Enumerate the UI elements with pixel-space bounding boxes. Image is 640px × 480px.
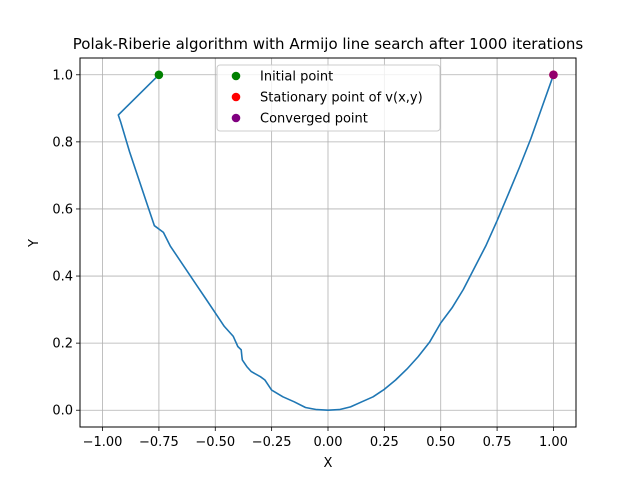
x-tick-label: −0.75 <box>139 435 179 450</box>
ticks: −1.00 −0.75 −0.50 −0.25 0.00 0.25 0.50 0.75 1.00… <box>52 68 568 450</box>
x-tick-label: 0.25 <box>370 435 399 450</box>
legend: Initial point Stationary point of v(x,y) C… <box>216 64 441 132</box>
x-tick-label: −0.50 <box>195 435 235 450</box>
y-tick-label: 0.6 <box>52 202 73 217</box>
legend-marker <box>231 92 241 102</box>
legend-box <box>216 64 441 132</box>
x-tick-label: 0.75 <box>483 435 512 450</box>
legend-label: Initial point <box>260 70 333 85</box>
legend-label: Stationary point of v(x,y) <box>260 91 423 106</box>
point-layer <box>154 70 558 80</box>
x-axis-label: X <box>324 456 333 471</box>
x-tick-label: 0.00 <box>314 435 343 450</box>
y-tick-label: 0.2 <box>52 337 73 352</box>
y-tick-label: 0.8 <box>52 135 73 150</box>
legend-marker <box>231 113 241 123</box>
legend-label: Converged point <box>260 112 368 127</box>
y-tick-label: 0.4 <box>52 270 73 285</box>
marker-converged-point <box>549 70 558 80</box>
marker-initial-point <box>154 70 164 80</box>
x-tick-label: −1.00 <box>83 435 123 450</box>
legend-marker <box>231 71 241 81</box>
x-tick-label: −0.25 <box>252 435 292 450</box>
line-layer <box>117 74 555 412</box>
x-tick-label: 0.50 <box>426 435 455 450</box>
optimization-path-line <box>117 74 555 412</box>
y-tick-label: 1.0 <box>52 68 73 83</box>
chart-title: Polak-Riberie algorithm with Armijo line… <box>73 35 584 53</box>
y-axis-label: Y <box>27 239 42 248</box>
y-tick-label: 0.0 <box>52 404 73 419</box>
x-tick-label: 1.00 <box>539 435 568 450</box>
